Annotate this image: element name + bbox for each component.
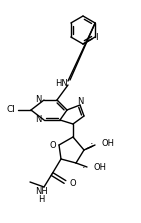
Text: ·: · [90,139,94,149]
Text: Cl: Cl [7,105,15,114]
Text: N: N [35,95,41,105]
Text: OH: OH [102,140,115,149]
Text: OH: OH [94,163,107,173]
Text: N: N [77,97,83,105]
Text: NH: NH [35,186,47,196]
Text: O: O [69,178,76,188]
Text: H: H [38,194,44,204]
Text: O: O [49,140,56,149]
Text: ·: · [82,163,86,173]
Text: N: N [35,116,41,124]
Text: I: I [95,33,97,43]
Text: HN: HN [56,78,68,87]
